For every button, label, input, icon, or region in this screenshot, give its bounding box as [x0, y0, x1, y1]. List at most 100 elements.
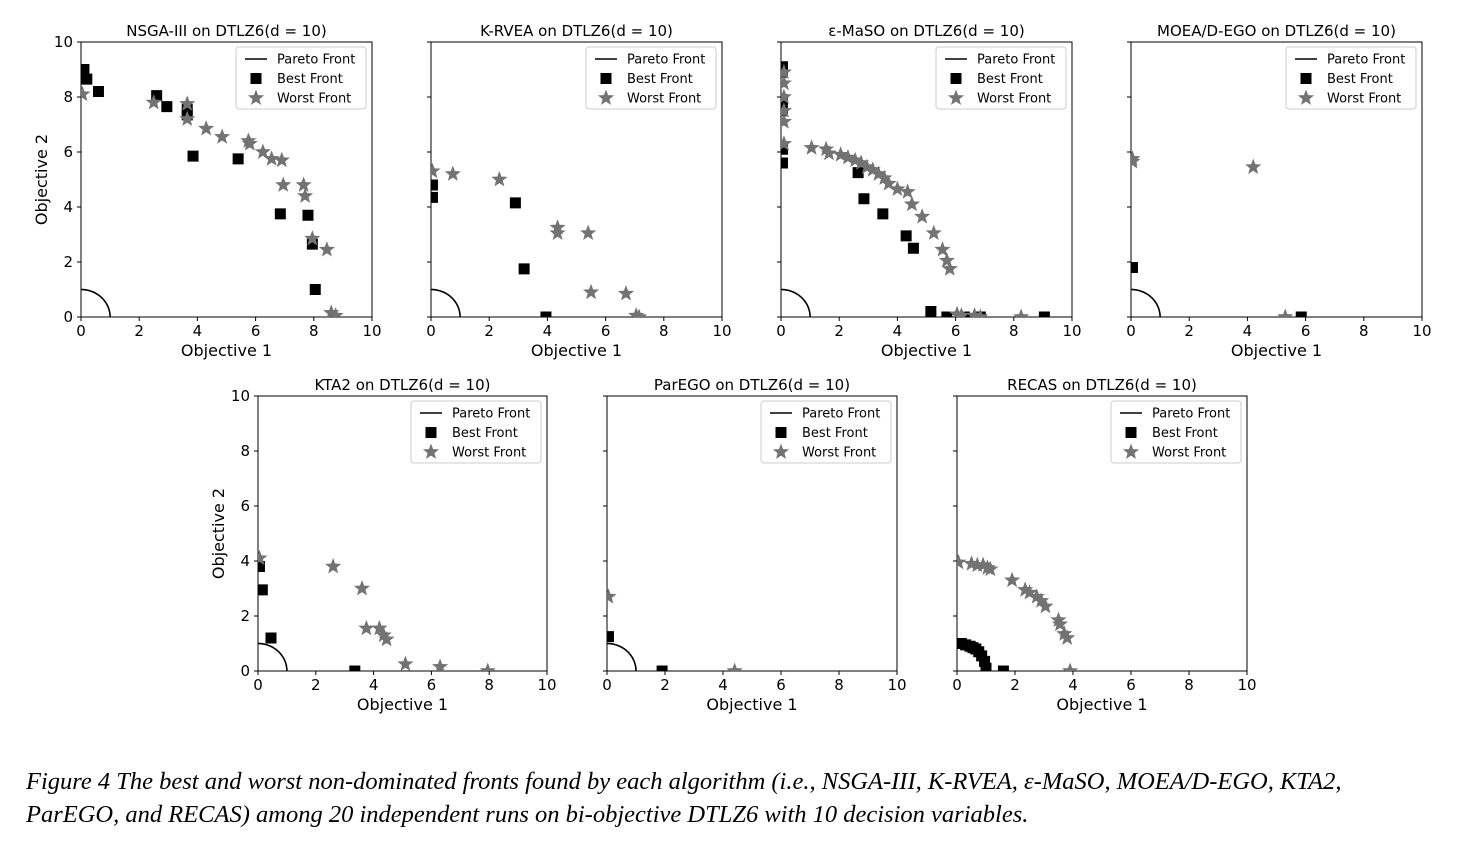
- legend-worst-label: Worst Front: [627, 92, 701, 107]
- worst-front-point: [1050, 611, 1067, 627]
- x-tick-label: 0: [776, 322, 786, 340]
- y-tick-label: 4: [63, 198, 73, 216]
- worst-front-point: [431, 658, 449, 671]
- worst-front-point: [1037, 597, 1054, 614]
- best-front-point: [979, 655, 991, 667]
- best-front-point: [540, 311, 552, 317]
- legend-worst-swatch: [422, 443, 440, 459]
- worst-front-point: [1033, 592, 1050, 608]
- best-front-point: [232, 153, 244, 165]
- x-tick-label: 0: [952, 676, 962, 694]
- x-tick-label: 4: [1068, 676, 1078, 694]
- worst-front-point: [820, 144, 838, 161]
- worst-front-point: [876, 169, 893, 185]
- legend: Pareto Front Best Front Worst Front: [585, 46, 717, 110]
- worst-front-point: [1131, 153, 1141, 169]
- worst-front-point: [1245, 158, 1262, 174]
- best-front-point: [877, 208, 889, 220]
- y-tick-label: 8: [240, 442, 250, 460]
- x-tick-label: 8: [1184, 676, 1194, 694]
- legend-box: [410, 400, 542, 464]
- pareto-front-curve: [257, 642, 288, 672]
- worst-front-point: [781, 113, 792, 129]
- pareto-front-curve: [606, 642, 637, 672]
- best-front-point: [980, 662, 992, 671]
- legend-worst-swatch: [947, 89, 965, 105]
- x-tick-label: 2: [1184, 322, 1194, 340]
- worst-front-point: [617, 285, 635, 301]
- plot-frame: [80, 41, 373, 318]
- worst-front-point: [1021, 584, 1038, 600]
- legend-worst-swatch: [597, 89, 615, 105]
- points-layer: [258, 549, 496, 671]
- worst-front-point: [241, 135, 258, 151]
- x-tick-label: 0: [602, 676, 612, 694]
- worst-front-point: [1012, 308, 1030, 317]
- legend-best-swatch: [250, 73, 262, 84]
- worst-front-point: [870, 165, 887, 181]
- worst-front-point: [880, 175, 897, 191]
- worst-front-point: [479, 662, 496, 671]
- x-tick-label: 6: [1301, 322, 1311, 340]
- best-front-point: [900, 230, 912, 242]
- legend-best-swatch: [1125, 427, 1137, 438]
- x-tick-label: 6: [251, 322, 261, 340]
- x-tick-label: 2: [134, 322, 144, 340]
- best-front-point: [431, 191, 438, 203]
- legend-best-label: Best Front: [452, 426, 518, 441]
- y-tick-label: 4: [240, 552, 250, 570]
- worst-front-point: [925, 224, 942, 240]
- x-tick-label: 10: [887, 676, 906, 694]
- worst-front-point: [325, 558, 342, 574]
- x-axis-label: Objective 1: [706, 695, 797, 714]
- legend-best-swatch: [775, 427, 787, 438]
- x-tick-label: 2: [834, 322, 844, 340]
- worst-front-point: [296, 187, 314, 203]
- worst-front-point: [852, 154, 870, 170]
- best-front-point: [431, 179, 438, 191]
- legend-best-swatch: [1300, 73, 1312, 84]
- worst-front-point: [263, 150, 280, 166]
- plot-frame: [257, 395, 548, 672]
- best-front-point: [656, 665, 668, 671]
- points-layer: [957, 553, 1079, 671]
- legend-best-label: Best Front: [1152, 426, 1218, 441]
- x-axis-label: Objective 1: [181, 341, 272, 360]
- best-front-point: [258, 561, 265, 572]
- x-tick-label: 10: [712, 322, 731, 340]
- worst-front-point: [941, 260, 958, 276]
- y-tick-label: 10: [54, 33, 73, 51]
- y-tick-label: 2: [240, 607, 250, 625]
- x-tick-label: 8: [1009, 322, 1019, 340]
- points-layer: [431, 162, 648, 317]
- legend-best-label: Best Front: [977, 72, 1043, 87]
- worst-front-point: [934, 241, 951, 257]
- x-tick-label: 2: [484, 322, 494, 340]
- y-tick-label: 8: [63, 88, 73, 106]
- best-front-point: [509, 197, 521, 209]
- chart-title: RECAS on DTLZ6(d = 10): [1007, 376, 1197, 394]
- best-front-point: [858, 193, 870, 205]
- legend-best-label: Best Front: [277, 72, 343, 87]
- worst-front-point: [295, 176, 312, 192]
- best-front-point: [81, 73, 93, 85]
- chart-panel-6: ParEGO on DTLZ6(d = 10) 0 2 4 6 8 10 Objective …: [602, 376, 906, 714]
- best-front-point: [81, 64, 90, 75]
- worst-front-point: [914, 208, 931, 224]
- x-tick-label: 6: [601, 322, 611, 340]
- legend-worst-swatch: [1122, 443, 1140, 459]
- best-front-point: [781, 157, 788, 169]
- x-tick-label: 10: [362, 322, 381, 340]
- legend-box: [235, 46, 367, 110]
- legend: Pareto Front Best Front Worst Front: [760, 400, 892, 464]
- legend: Pareto Front Best Front Worst Front: [1110, 400, 1242, 464]
- pareto-front-curve: [80, 288, 111, 318]
- legend-worst-swatch: [772, 443, 790, 459]
- best-front-point: [274, 208, 286, 220]
- legend-box: [1110, 400, 1242, 464]
- x-tick-label: 2: [660, 676, 670, 694]
- x-axis-label: Objective 1: [531, 341, 622, 360]
- y-axis-label: Objective 2: [32, 134, 51, 225]
- legend-best-swatch: [425, 427, 437, 438]
- x-tick-label: 6: [1126, 676, 1136, 694]
